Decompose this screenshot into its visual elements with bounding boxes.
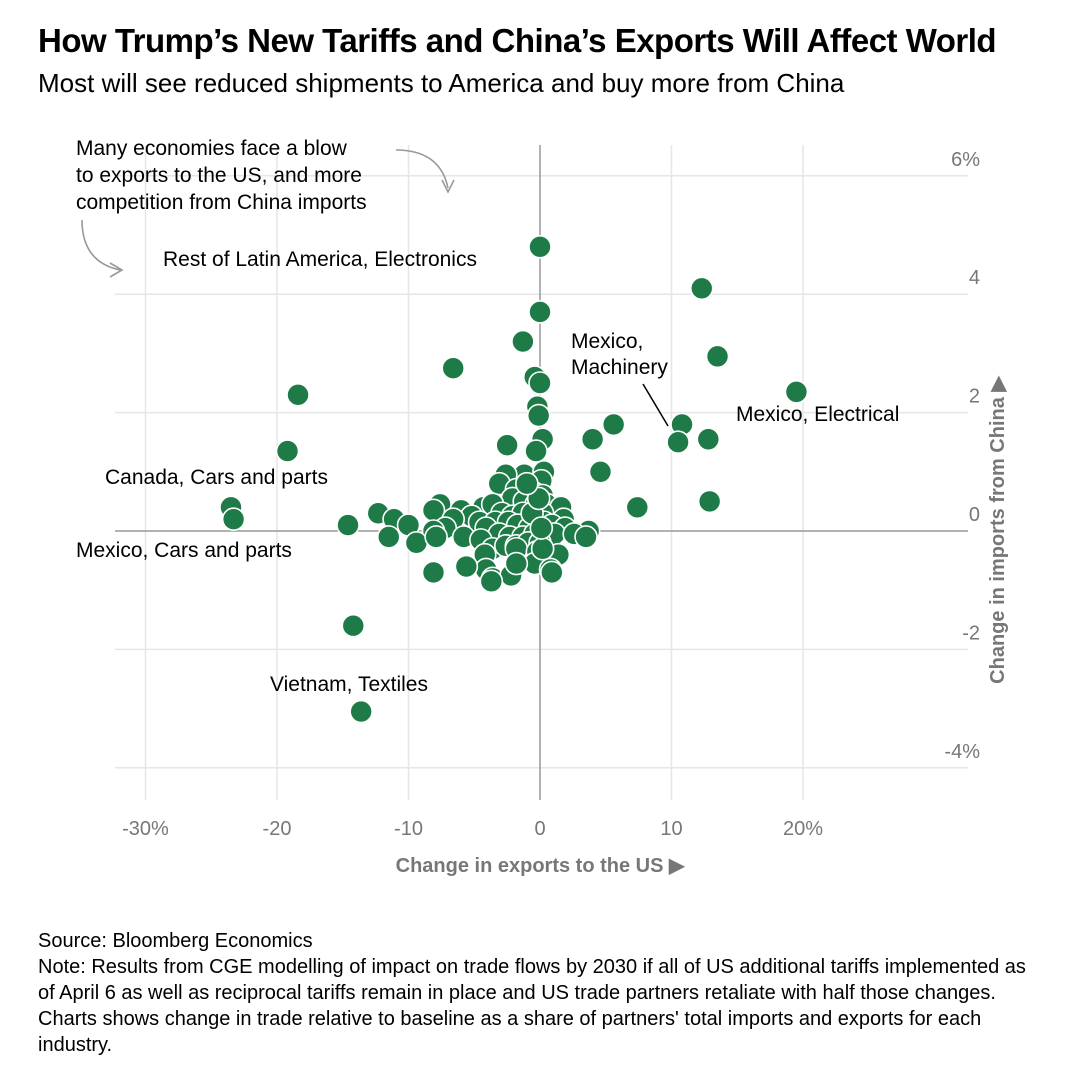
- data-point: [540, 560, 564, 585]
- data-point: [529, 516, 554, 540]
- chart-subtitle: Most will see reduced shipments to Ameri…: [38, 68, 845, 98]
- data-point: [526, 403, 551, 428]
- data-point: [528, 235, 552, 259]
- data-points: [219, 235, 809, 724]
- x-tick-label: -30%: [122, 818, 169, 840]
- point-annotation: Machinery: [571, 356, 668, 379]
- data-point: [511, 329, 535, 354]
- data-point: [601, 412, 626, 437]
- data-point: [574, 525, 598, 549]
- point-annotation: Mexico, Cars and parts: [76, 539, 292, 562]
- data-point: [705, 344, 730, 369]
- data-point: [524, 439, 548, 463]
- note-arrow-head: [109, 262, 124, 278]
- point-annotation: Rest of Latin America, Electronics: [163, 248, 477, 271]
- quadrant-note-line: to exports to the US, and more: [76, 164, 362, 187]
- y-tick-label: 0: [969, 504, 980, 526]
- quadrant-note-line: Many economies face a blow: [76, 137, 348, 160]
- y-tick-label: 4: [969, 267, 980, 289]
- point-annotation: Canada, Cars and parts: [105, 466, 328, 489]
- data-point: [421, 560, 446, 585]
- data-point: [441, 356, 466, 381]
- point-annotation: Mexico, Electrical: [736, 403, 899, 426]
- data-point: [424, 525, 448, 549]
- x-tick-label: -10: [394, 818, 423, 840]
- y-tick-label: 6%: [951, 149, 980, 171]
- y-tick-label: -2: [962, 622, 980, 644]
- y-axis-label: Change in imports from China ▶: [987, 375, 1009, 684]
- data-point: [696, 427, 721, 452]
- source-text: Source: Bloomberg Economics: [38, 930, 313, 952]
- y-tick-label: -4%: [944, 741, 980, 763]
- scatter-chart: -30% -20 -10 0 10 20% 6% 4 2 0 -2 -4% Many economie…: [76, 137, 1009, 877]
- data-point: [580, 427, 605, 452]
- x-axis-label: Change in exports to the US ▶: [396, 855, 686, 877]
- note-text: Note: Results from CGE modelling of impa…: [38, 956, 1026, 1056]
- data-point: [528, 371, 552, 395]
- data-point: [479, 569, 504, 594]
- data-point: [504, 551, 529, 576]
- quadrant-note-line: competition from China imports: [76, 191, 367, 214]
- data-point: [336, 513, 360, 537]
- data-point: [341, 613, 366, 638]
- tick-labels: -30% -20 -10 0 10 20% 6% 4 2 0 -2 -4%: [122, 149, 980, 840]
- data-point: [689, 276, 714, 301]
- data-point: [515, 471, 539, 496]
- data-point: [404, 531, 429, 555]
- note-arrow-head: [441, 179, 455, 194]
- annotation-leader-line: [642, 383, 669, 427]
- data-point: [275, 439, 300, 463]
- data-point: [376, 525, 401, 549]
- x-tick-label: -20: [263, 818, 292, 840]
- data-point: [588, 459, 613, 484]
- note-arrow-curve: [81, 219, 121, 271]
- x-tick-label: 20%: [783, 818, 823, 840]
- data-point: [495, 433, 519, 457]
- y-tick-label: 2: [969, 386, 980, 408]
- x-tick-label: 0: [534, 818, 545, 840]
- data-point: [286, 383, 310, 407]
- data-point: [625, 495, 650, 520]
- data-point: [697, 489, 722, 514]
- data-point: [530, 536, 555, 561]
- data-point: [528, 300, 552, 324]
- data-point: [221, 507, 246, 531]
- point-annotation: Vietnam, Textiles: [270, 673, 428, 696]
- data-point: [784, 380, 809, 404]
- data-point: [454, 554, 479, 579]
- data-point: [349, 699, 373, 724]
- note-arrow-curve: [395, 149, 449, 189]
- chart-title: How Trump’s New Tariffs and China’s Expo…: [38, 22, 997, 59]
- x-tick-label: 10: [660, 818, 682, 840]
- data-point: [666, 430, 690, 455]
- point-annotation: Mexico,: [571, 330, 643, 353]
- annotations: Many economies face a blow to exports to …: [76, 137, 899, 696]
- chart-footer: Source: Bloomberg Economics Note: Result…: [38, 928, 1038, 1058]
